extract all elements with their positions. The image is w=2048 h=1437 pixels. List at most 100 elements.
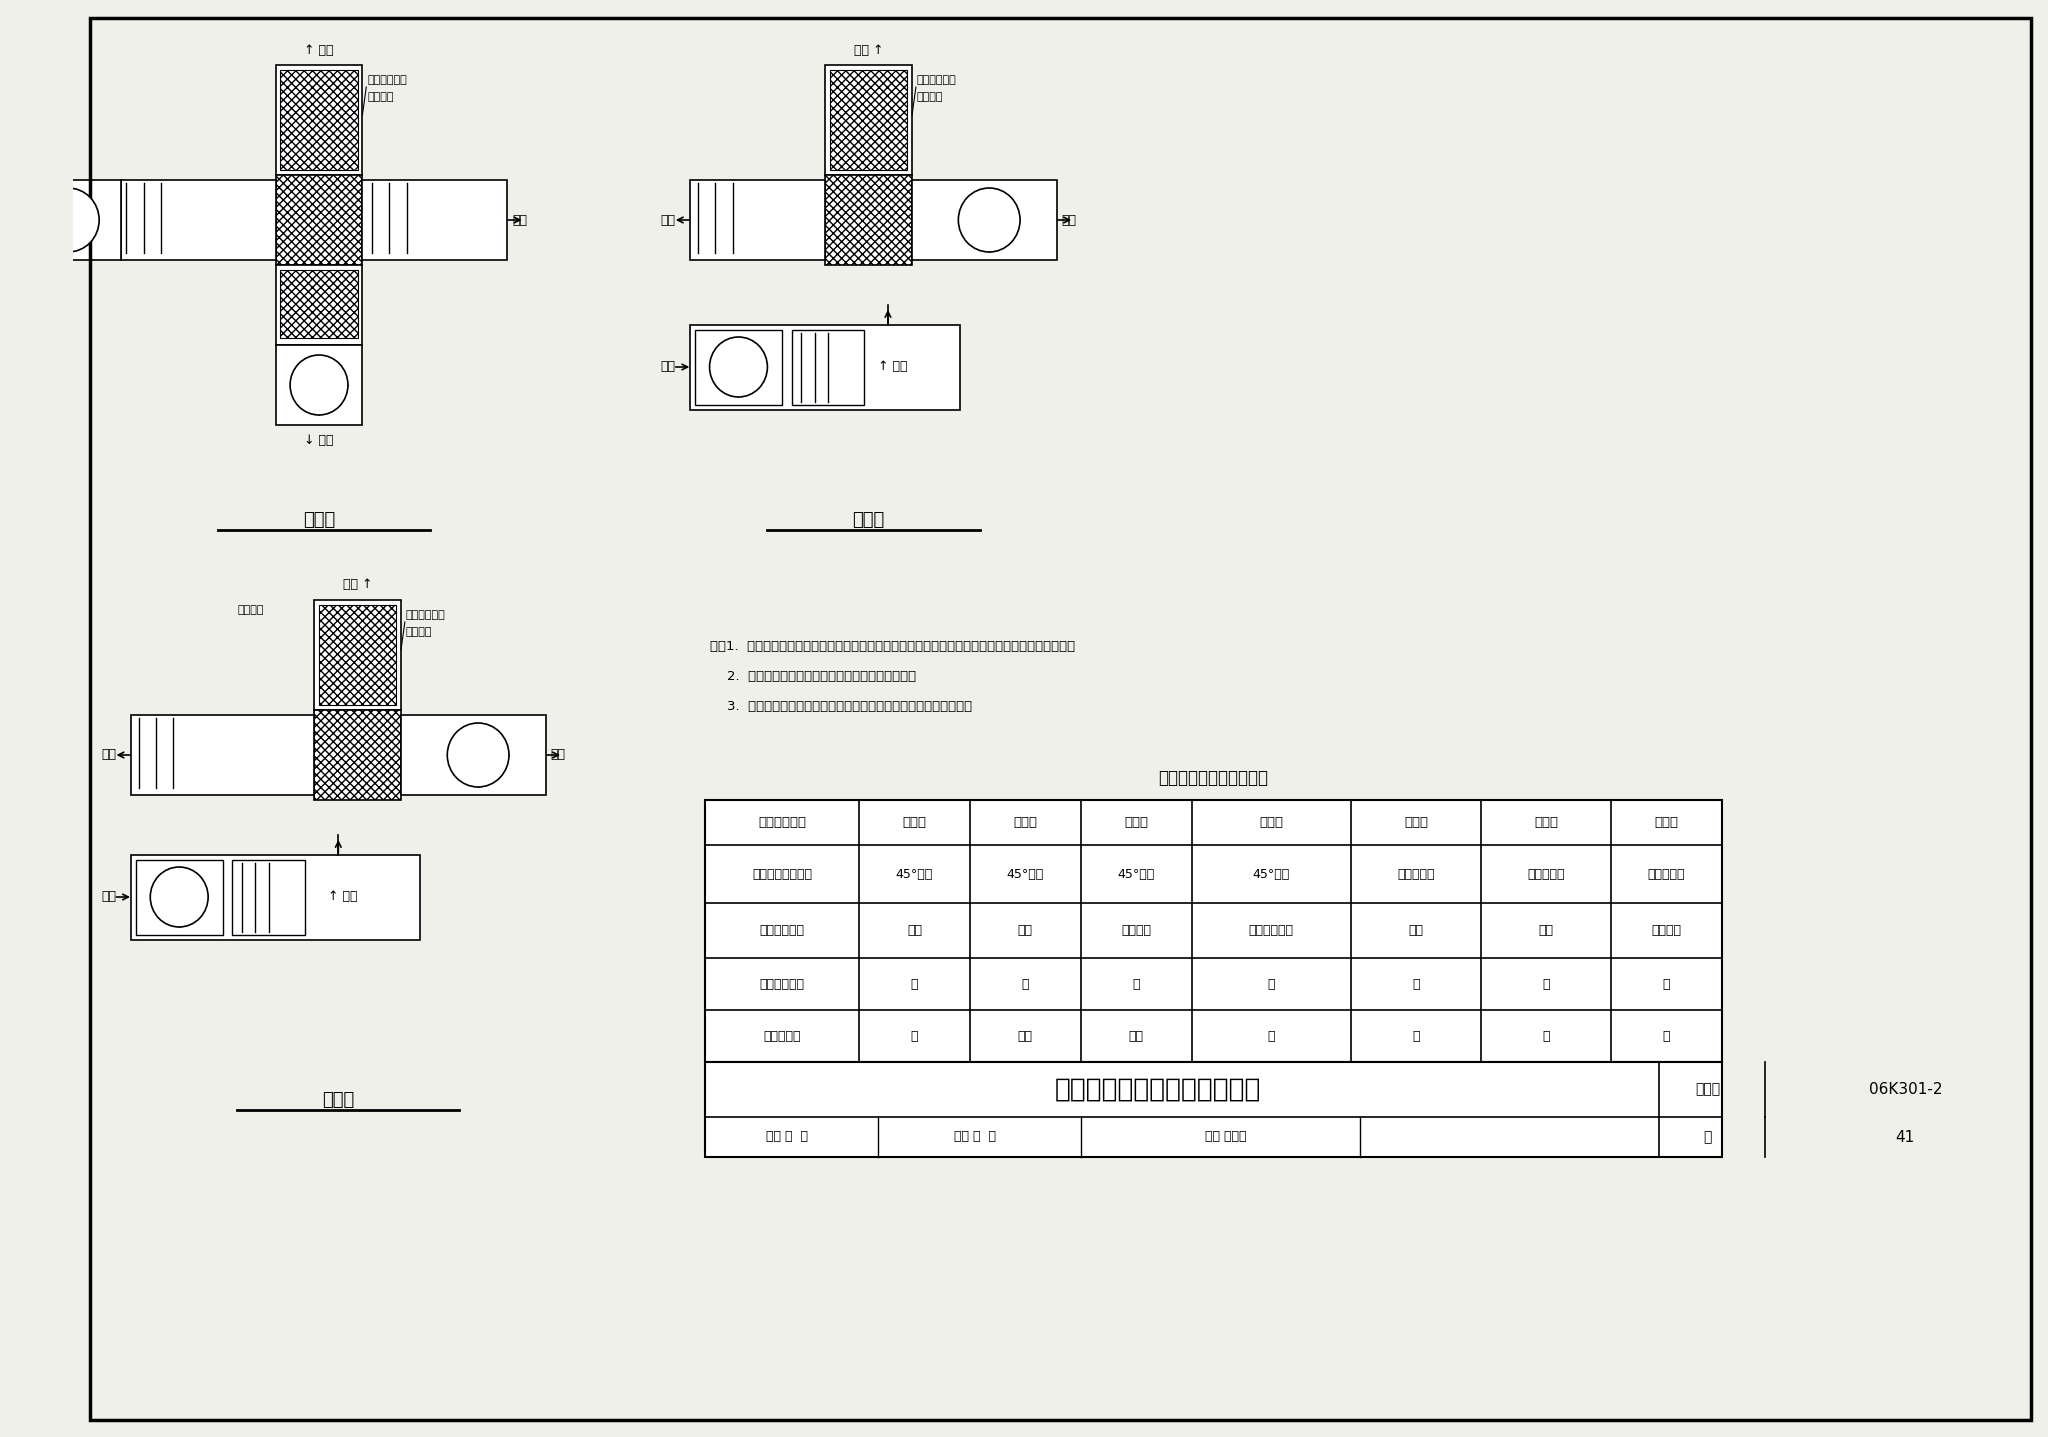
Text: 新风: 新风 <box>907 924 922 937</box>
Bar <box>690 325 961 410</box>
Text: 排风: 排风 <box>1061 214 1077 227</box>
Text: 热回收器: 热回收器 <box>918 92 944 102</box>
Bar <box>313 710 401 800</box>
Text: 空调旁通: 空调旁通 <box>1651 924 1681 937</box>
Bar <box>231 859 305 935</box>
Text: 页: 页 <box>1704 1129 1712 1144</box>
Bar <box>281 70 358 170</box>
Circle shape <box>446 723 510 787</box>
Text: 校对 周  敏: 校对 周 敏 <box>954 1131 995 1144</box>
Text: 送风: 送风 <box>102 891 117 904</box>
Bar <box>825 65 911 175</box>
Text: 机组组合方式特点及说明: 机组组合方式特点及说明 <box>1159 769 1268 787</box>
Text: 45°斜向: 45°斜向 <box>1008 868 1044 881</box>
Text: 水平或垂直: 水平或垂直 <box>1528 868 1565 881</box>
Text: 热回收器安放形式: 热回收器安放形式 <box>752 868 811 881</box>
Text: 空调旁通: 空调旁通 <box>1120 924 1151 937</box>
Text: 方式五: 方式五 <box>303 512 336 529</box>
Text: 多: 多 <box>1542 1029 1550 1042</box>
Text: 方式四: 方式四 <box>1260 816 1284 829</box>
Text: 设计 王立峰: 设计 王立峰 <box>1204 1131 1245 1144</box>
Bar <box>276 65 362 175</box>
Bar <box>829 70 907 170</box>
Text: 新风: 新风 <box>512 214 526 227</box>
Circle shape <box>958 188 1020 251</box>
Bar <box>135 859 223 935</box>
Text: 2.  中效过滤、冷热盘管以及加湿器均为可选内容。: 2. 中效过滤、冷热盘管以及加湿器均为可选内容。 <box>709 670 915 683</box>
Text: 注：1.  方式五设置的机组，适合于水平布置；方式六、方式七设置的机组，适合于水平或叠式布置。: 注：1. 方式五设置的机组，适合于水平布置；方式六、方式七设置的机组，适合于水平… <box>709 639 1075 652</box>
Bar <box>690 180 825 260</box>
Bar <box>825 175 911 264</box>
Text: 板（板翅）式: 板（板翅）式 <box>918 75 956 85</box>
Text: 方式六: 方式六 <box>1534 816 1559 829</box>
Bar <box>694 331 782 405</box>
Text: 方式二: 方式二 <box>1014 816 1038 829</box>
Text: 少: 少 <box>911 1029 918 1042</box>
Text: 方式一: 方式一 <box>903 816 926 829</box>
Text: 组合式热回收机组组合示意图: 组合式热回收机组组合示意图 <box>1055 1076 1262 1102</box>
Text: 方式七: 方式七 <box>322 1091 354 1109</box>
Text: 方式三: 方式三 <box>1124 816 1149 829</box>
Bar <box>281 270 358 338</box>
Text: 无: 无 <box>1413 977 1419 990</box>
Text: 无: 无 <box>1022 977 1028 990</box>
Text: 系统功能形式: 系统功能形式 <box>760 924 805 937</box>
Bar <box>362 180 508 260</box>
Bar <box>313 601 401 710</box>
Bar <box>791 331 864 405</box>
Text: ↑ 回风: ↑ 回风 <box>879 361 907 374</box>
Text: 机组组合方式: 机组组合方式 <box>758 816 805 829</box>
Text: 旁通排风: 旁通排风 <box>238 605 264 615</box>
Bar <box>121 180 276 260</box>
Text: 水平或垂直: 水平或垂直 <box>1397 868 1436 881</box>
Text: 多: 多 <box>1663 1029 1671 1042</box>
Text: 45°斜向: 45°斜向 <box>895 868 934 881</box>
Text: 回风: 回风 <box>102 749 117 762</box>
Text: 有: 有 <box>1663 977 1671 990</box>
Text: 少: 少 <box>1413 1029 1419 1042</box>
Text: 有: 有 <box>1133 977 1141 990</box>
Bar <box>319 605 395 706</box>
Circle shape <box>291 355 348 415</box>
Bar <box>705 800 1722 1062</box>
Text: 热回收器: 热回收器 <box>367 92 393 102</box>
Text: ↑ 排风: ↑ 排风 <box>305 43 334 56</box>
Circle shape <box>709 338 768 397</box>
Text: 送风: 送风 <box>662 361 676 374</box>
Text: 新风: 新风 <box>1409 924 1423 937</box>
Text: 排风渗漏量: 排风渗漏量 <box>764 1029 801 1042</box>
Text: 空调: 空调 <box>1538 924 1554 937</box>
Text: ↑ 回风: ↑ 回风 <box>328 891 358 904</box>
Text: 回风: 回风 <box>662 214 676 227</box>
Bar <box>911 180 1057 260</box>
Text: 方式五: 方式五 <box>1405 816 1427 829</box>
Bar <box>14 180 121 260</box>
Text: 新风预热空调: 新风预热空调 <box>1249 924 1294 937</box>
Text: 方式六: 方式六 <box>852 512 885 529</box>
Text: 排风: 排风 <box>551 749 565 762</box>
Text: ↓ 排风: ↓ 排风 <box>305 434 334 447</box>
Text: 审核 季  俗: 审核 季 俗 <box>766 1131 807 1144</box>
Text: 图集号: 图集号 <box>1696 1082 1720 1096</box>
Text: 旁通系统形式: 旁通系统形式 <box>760 977 805 990</box>
Text: 空调: 空调 <box>1018 924 1032 937</box>
Text: 热回收器: 热回收器 <box>406 627 432 637</box>
Text: 较多: 较多 <box>1018 1029 1032 1042</box>
Text: 3.  方式三和方式七设置的机组，适合于热回收器压损较小的装置。: 3. 方式三和方式七设置的机组，适合于热回收器压损较小的装置。 <box>709 700 971 713</box>
Bar <box>131 716 313 795</box>
Text: 新风 ↑: 新风 ↑ <box>342 579 373 592</box>
Text: 无: 无 <box>1542 977 1550 990</box>
Text: 06K301-2: 06K301-2 <box>1868 1082 1942 1096</box>
Bar <box>401 716 545 795</box>
Text: 多: 多 <box>1268 1029 1276 1042</box>
Text: 无: 无 <box>911 977 918 990</box>
Circle shape <box>150 867 209 927</box>
Text: 45°斜向: 45°斜向 <box>1253 868 1290 881</box>
Circle shape <box>37 188 98 251</box>
Text: 板（板翅）式: 板（板翅）式 <box>367 75 408 85</box>
Text: 板（板翅）式: 板（板翅）式 <box>406 609 446 619</box>
Text: 水平或垂直: 水平或垂直 <box>1649 868 1686 881</box>
Text: 较多: 较多 <box>1128 1029 1143 1042</box>
Bar <box>131 855 420 940</box>
Bar <box>276 175 362 264</box>
